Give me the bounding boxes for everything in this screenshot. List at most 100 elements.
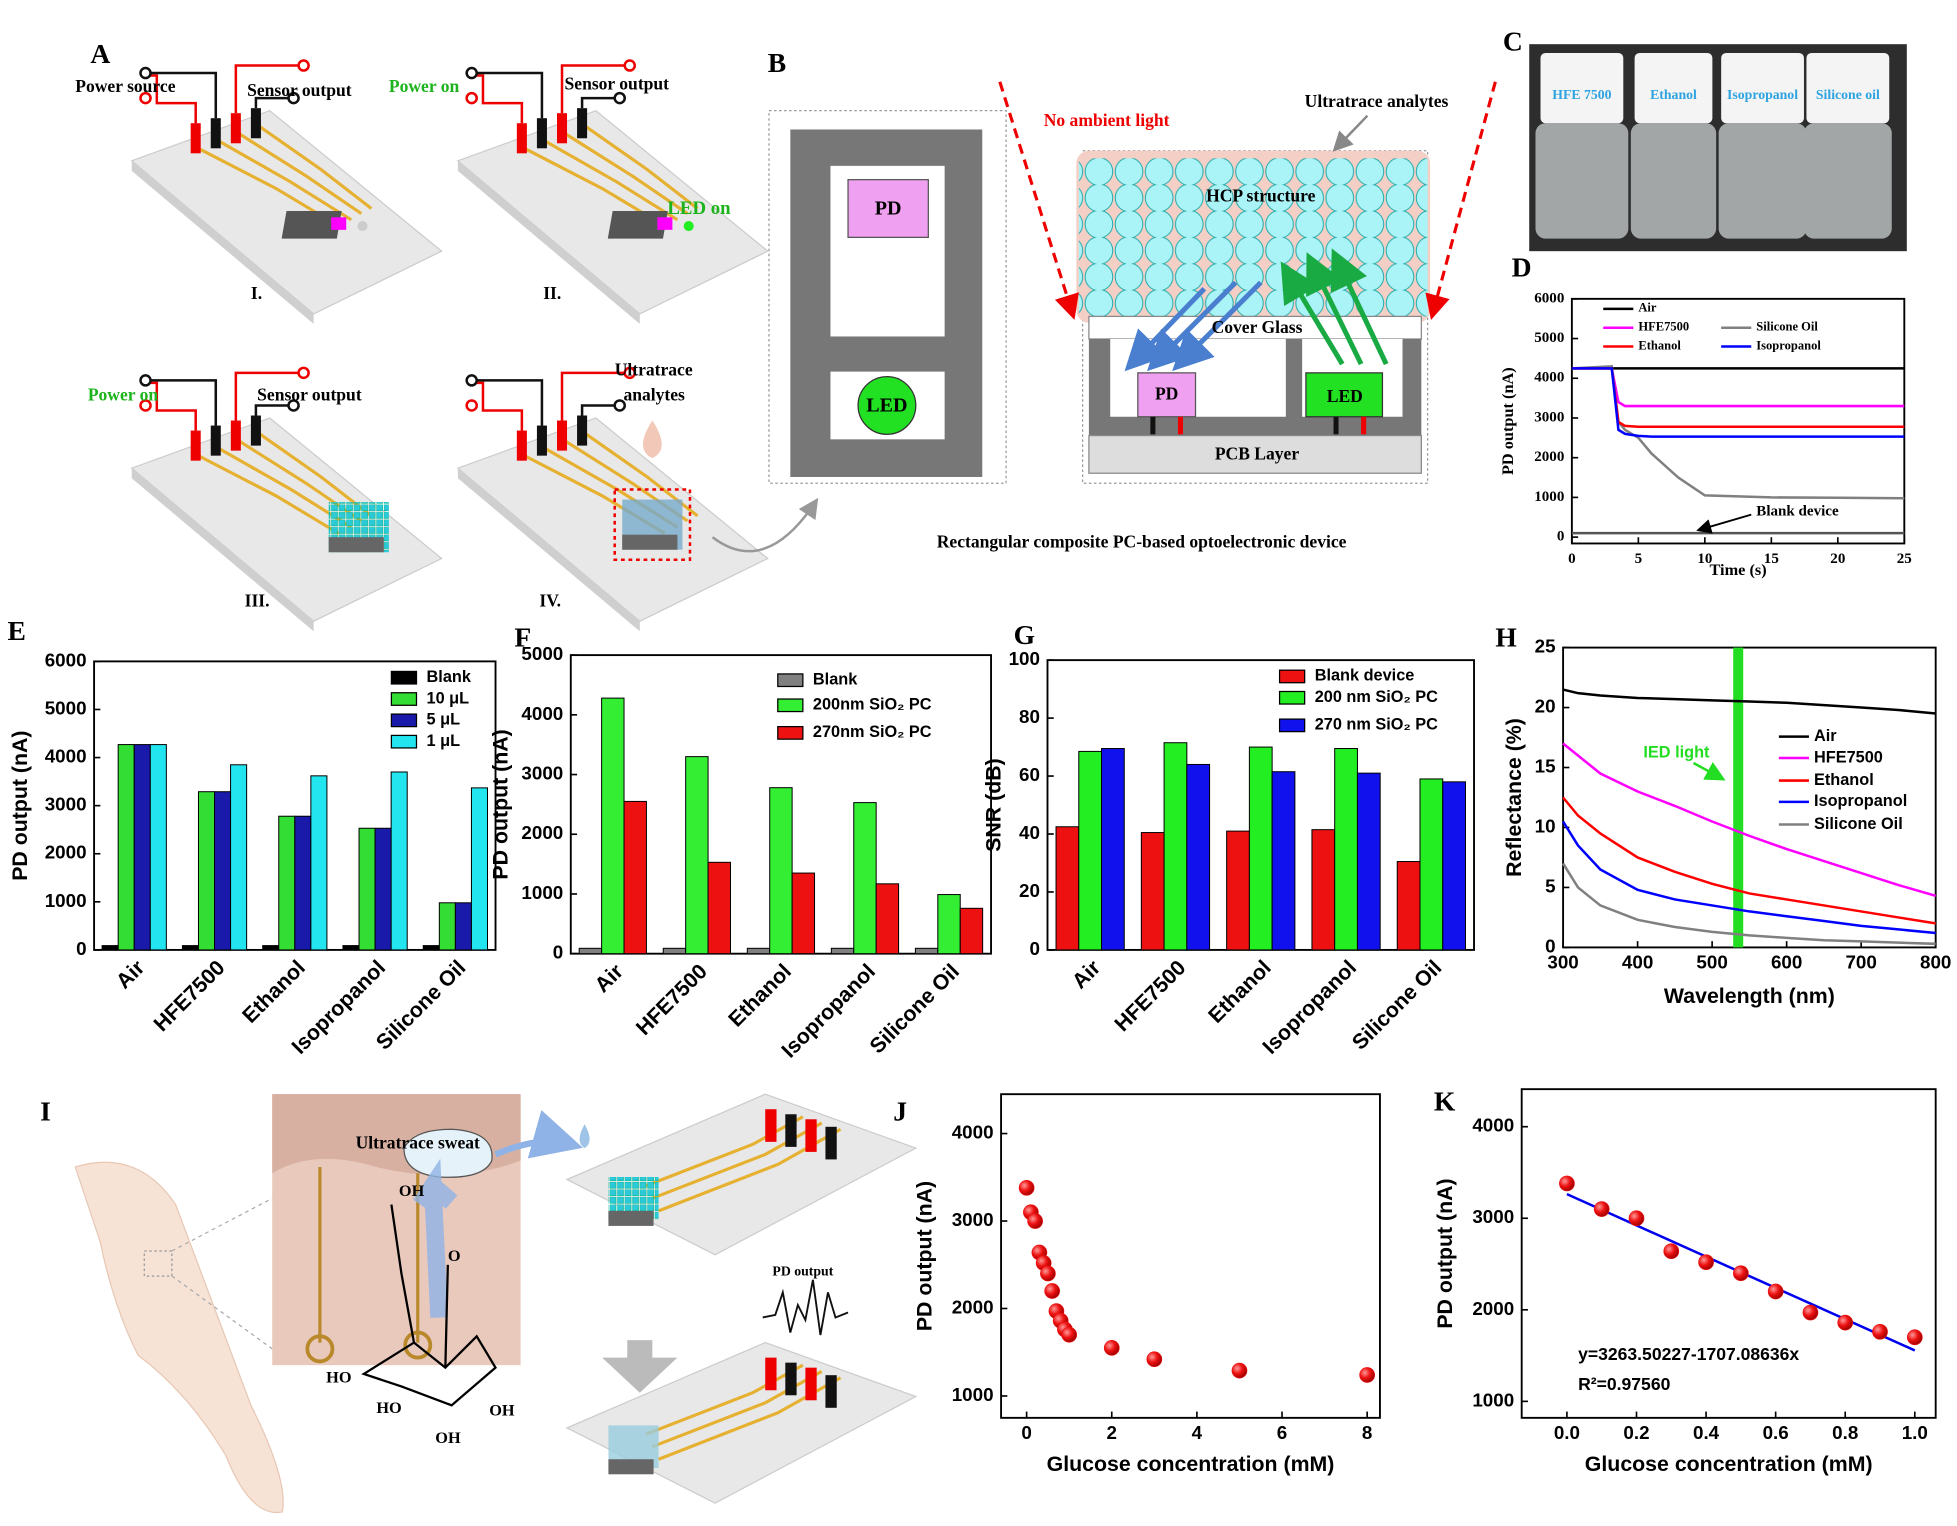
x-tick-label: 0.8	[1832, 1422, 1858, 1443]
legend-label: HFE7500	[1814, 748, 1883, 766]
legend-label: Air	[1814, 727, 1837, 745]
point	[1663, 1243, 1680, 1260]
point	[1802, 1304, 1819, 1321]
plot-frame	[1000, 1093, 1381, 1419]
sweat-illustration	[361, 1334, 497, 1407]
line	[1571, 367, 1905, 408]
bar	[374, 827, 392, 951]
vials-photo	[1803, 123, 1892, 239]
y-tick-label: 5000	[45, 697, 87, 718]
legend-label: Silicone Oil	[1756, 320, 1818, 334]
chart-H: H 0 5 10 15 20 25 Reflectance (%) 300 400 500 600 70…	[1495, 621, 1951, 1008]
sweat-illustration	[765, 1109, 777, 1142]
label: O	[448, 1246, 461, 1265]
legend-swatch	[1278, 690, 1306, 705]
line	[1562, 862, 1936, 946]
label: PD	[875, 197, 902, 219]
device-sketches	[281, 211, 342, 239]
y-tick-label: 4000	[521, 703, 563, 724]
y-tick-label: 6000	[1534, 290, 1564, 306]
bar	[422, 945, 440, 951]
device-schematic	[1137, 372, 1197, 418]
highlight-band	[1733, 647, 1744, 948]
x-tick-label: 20	[1830, 551, 1845, 567]
y-axis-label: PD output (nA)	[8, 730, 32, 880]
bar	[310, 775, 328, 951]
bar	[601, 697, 625, 955]
bar	[875, 883, 900, 955]
label: HFE 7500	[1552, 87, 1611, 102]
legend-label: Blank	[813, 671, 858, 689]
sweat-illustration	[143, 1250, 173, 1277]
y-tick-label: 20	[1535, 696, 1556, 717]
legend-swatch	[777, 725, 804, 740]
bar	[438, 902, 456, 951]
bar	[181, 945, 199, 951]
caption: Rectangular composite PC-based optoelect…	[937, 531, 1347, 551]
label: analytes	[623, 385, 685, 405]
y-tick-label: 3000	[952, 1209, 994, 1230]
device-schematic	[1124, 280, 1263, 372]
sweat-illustration	[403, 1128, 493, 1178]
point	[1231, 1362, 1248, 1379]
x-tick-label: 800	[1920, 952, 1951, 973]
x-tick-label: 5	[1635, 551, 1643, 567]
x-tick-label: HFE7500	[149, 956, 230, 1037]
x-tick-label: 10	[1697, 551, 1712, 567]
x-tick-label: 300	[1547, 952, 1578, 973]
bar	[262, 945, 280, 951]
chart-E: E 0 1000 2000 3000 4000 5000 6000 PD output (nA)…	[8, 615, 497, 1059]
bar	[358, 827, 376, 951]
bar	[623, 800, 647, 955]
label: OH	[399, 1181, 425, 1200]
legend-label: 270 nm SiO₂ PC	[1315, 716, 1438, 734]
plot-frame	[1570, 297, 1906, 545]
chart-K: K 1000 2000 3000 4000 PD output (nA) 0.0 0.2 0.4…	[1433, 1086, 1937, 1476]
bar	[1271, 771, 1296, 951]
label: OH	[489, 1400, 515, 1419]
chart-D: D 0 1000 2000 3000 4000 5000 6000 PD output (nA)…	[1498, 251, 1912, 578]
bar	[454, 902, 472, 951]
y-axis-label: PD output (nA)	[912, 1181, 936, 1331]
label: Sensor output	[565, 74, 670, 94]
legend-label: HFE7500	[1638, 320, 1689, 334]
y-tick-label: 2000	[521, 822, 563, 843]
bar	[230, 764, 248, 951]
label: PD	[1155, 383, 1178, 403]
vials-photo	[1630, 123, 1717, 239]
point	[1044, 1283, 1061, 1299]
line	[1562, 796, 1936, 925]
legend-label: 5 μL	[427, 711, 461, 729]
bar	[149, 744, 167, 951]
chart-J: J 1000 2000 3000 4000 PD output (nA) 0 2 4 6 8 Gluc…	[893, 1093, 1381, 1476]
bar	[791, 872, 816, 955]
y-tick-label: 1000	[1472, 1389, 1514, 1410]
fit-equation: y=3263.50227-1707.08636x	[1578, 1344, 1799, 1364]
x-tick-label: Ethanol	[1204, 956, 1276, 1028]
legend-label: 10 μL	[427, 689, 470, 707]
band-label: IED light	[1643, 743, 1710, 761]
label: HCP structure	[1206, 185, 1316, 205]
point	[1146, 1351, 1163, 1368]
legend-label: Blank	[427, 668, 472, 686]
bar	[1163, 742, 1188, 951]
label: Power on	[88, 385, 159, 405]
x-tick-label: HFE7500	[631, 959, 712, 1040]
device-sketches	[234, 64, 302, 114]
legend-swatch	[390, 734, 418, 749]
y-tick-label: 80	[1019, 706, 1040, 727]
y-tick-label: 2000	[45, 842, 87, 863]
label: No ambient light	[1044, 110, 1170, 130]
device-schematic	[1280, 261, 1345, 366]
bar	[769, 787, 793, 955]
vials-photo	[1718, 123, 1807, 239]
vials-photo	[1540, 52, 1890, 124]
label: HO	[326, 1368, 351, 1387]
sweat-illustration	[785, 1114, 797, 1147]
y-tick-label: 3000	[1534, 409, 1564, 425]
device-sketches	[210, 118, 221, 149]
bar	[830, 947, 855, 955]
point	[1103, 1340, 1120, 1356]
device-sketches	[190, 123, 201, 154]
